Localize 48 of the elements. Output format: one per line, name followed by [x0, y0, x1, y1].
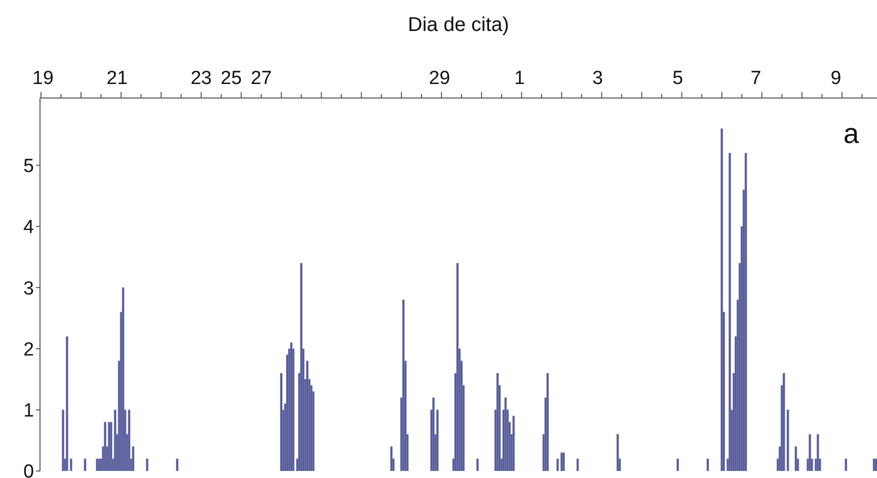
- x-tick-label: 25: [220, 68, 242, 89]
- bar: [816, 434, 820, 471]
- bar: [128, 410, 130, 471]
- x-tick-label: 7: [750, 68, 762, 89]
- bar: [546, 372, 549, 471]
- bar: [456, 262, 459, 471]
- bar: [432, 397, 435, 471]
- bar: [390, 446, 393, 471]
- bar: [576, 458, 579, 471]
- y-tick-label: 0: [23, 462, 34, 478]
- bar: [402, 300, 405, 471]
- bar: [104, 422, 106, 471]
- bar: [782, 372, 786, 471]
- y-tick-label: 5: [23, 156, 34, 178]
- x-tick-label: 3: [592, 68, 603, 89]
- x-tick-label: 23: [190, 68, 212, 89]
- x-tick-label: 19: [32, 68, 54, 89]
- bar: [676, 458, 679, 471]
- x-tick-label: 9: [830, 68, 842, 89]
- x-tick-label: 1: [514, 68, 525, 89]
- annotation: a: [843, 118, 859, 150]
- bar: [280, 372, 282, 471]
- bar: [794, 446, 798, 471]
- bar: [844, 458, 848, 471]
- bar: [720, 128, 724, 471]
- bar: [512, 416, 515, 471]
- bar: [300, 262, 303, 471]
- bar: [616, 434, 619, 471]
- bar: [122, 287, 124, 471]
- bar: [504, 397, 507, 471]
- bar: [728, 152, 732, 471]
- x-axis-title: Dia de cita): [406, 14, 510, 37]
- x-tick-label: 27: [250, 68, 272, 89]
- bar: [476, 458, 479, 471]
- x-tick-label: 29: [428, 68, 450, 89]
- bar: [744, 152, 748, 471]
- y-tick-label: 1: [23, 400, 34, 422]
- bar: [84, 458, 86, 471]
- y-tick-label: 3: [23, 278, 34, 300]
- bar: [808, 434, 812, 471]
- bar: [146, 458, 148, 471]
- bar: [66, 336, 68, 471]
- x-tick-label: 5: [672, 68, 684, 89]
- x-tick-label: 21: [106, 68, 128, 89]
- bar: [706, 458, 709, 471]
- y-tick-label: 2: [23, 339, 34, 360]
- bar: [176, 458, 178, 471]
- y-tick-label: 4: [23, 217, 34, 238]
